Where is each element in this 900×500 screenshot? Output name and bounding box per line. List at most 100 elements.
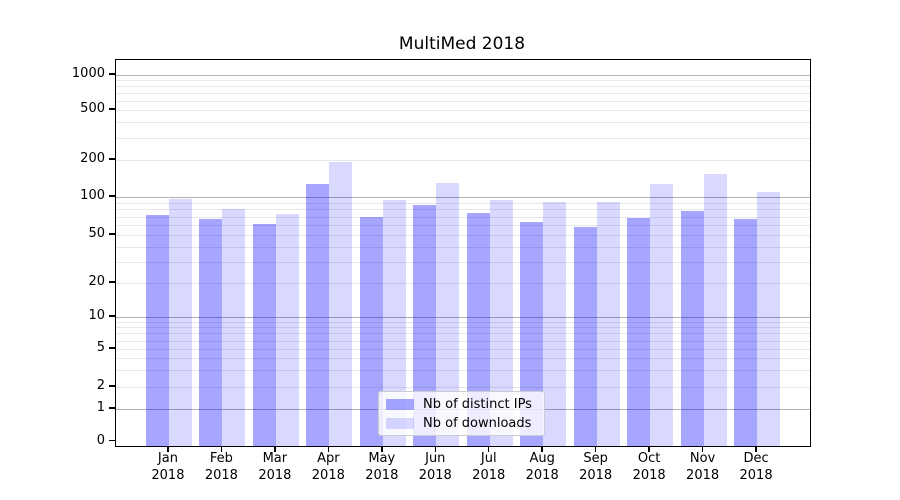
gridline-700 (116, 93, 810, 94)
gridline-400 (116, 122, 810, 124)
gridline-600 (116, 100, 810, 102)
xtick-mark-may (381, 447, 383, 452)
xtick-label-jan: Jan 2018 (151, 451, 185, 483)
bar-downloads-apr (329, 161, 353, 446)
legend: Nb of distinct IPs Nb of downloads (378, 391, 545, 436)
gridline-800 (116, 86, 810, 88)
xtick-mark-sep (594, 447, 597, 452)
legend-item-distinct-ips: Nb of distinct IPs (386, 395, 544, 413)
bar-downloads-aug (543, 202, 567, 446)
ytick-label-50: 50 (88, 226, 105, 241)
xtick-mark-aug (541, 447, 543, 452)
bar-downloads-jan (168, 198, 192, 446)
gridline-7 (116, 333, 810, 335)
ytick-mark-5 (109, 347, 115, 349)
gridline-9 (116, 321, 810, 323)
gridline-4 (116, 358, 810, 360)
bar-ips-jul (466, 212, 490, 446)
gridline-80 (116, 209, 810, 211)
xtick-label-nov: Nov 2018 (686, 451, 720, 483)
ytick-mark-1 (109, 407, 115, 409)
gridline-90 (116, 202, 810, 204)
plot-area (115, 59, 811, 447)
xtick-label-sep: Sep 2018 (579, 451, 613, 483)
bar-ips-jan (145, 215, 169, 446)
bar-ips-apr (306, 183, 330, 446)
gridline-200 (116, 160, 810, 161)
gridline-3 (116, 370, 810, 372)
gridline-2 (116, 387, 810, 388)
ytick-mark-200 (109, 158, 115, 160)
xtick-label-oct: Oct 2018 (632, 451, 666, 483)
xtick-label-feb: Feb 2018 (204, 451, 238, 483)
bar-ips-dec (734, 218, 758, 446)
bar-downloads-feb (222, 209, 246, 446)
ytick-mark-2 (109, 385, 115, 387)
ytick-label-20: 20 (88, 274, 105, 289)
bar-ips-may (359, 216, 383, 446)
xtick-mark-oct (648, 447, 650, 452)
gridline-8 (116, 327, 810, 329)
xtick-mark-dec (755, 447, 757, 452)
legend-item-downloads: Nb of downloads (386, 414, 544, 432)
ytick-mark-50 (109, 233, 115, 235)
gridline-900 (116, 80, 810, 82)
xtick-label-jun: Jun 2018 (418, 451, 452, 483)
ytick-mark-100 (109, 195, 115, 197)
bar-ips-jun (413, 205, 437, 446)
chart-title: MultiMed 2018 (398, 34, 526, 54)
ytick-mark-20 (109, 281, 115, 283)
gridline-30 (116, 261, 810, 263)
gridline-500 (116, 110, 810, 111)
legend-swatch-downloads (386, 417, 414, 429)
gridline-10 (116, 317, 810, 318)
ytick-mark-500 (109, 108, 115, 110)
bar-ips-aug (520, 222, 544, 446)
gridline-300 (116, 137, 810, 139)
gridline-60 (116, 225, 810, 226)
xtick-mark-nov (701, 447, 704, 452)
gridline-40 (116, 246, 810, 248)
ytick-label-1: 1 (96, 400, 105, 415)
legend-swatch-distinct-ips (386, 398, 414, 410)
xtick-label-aug: Aug 2018 (525, 451, 559, 483)
bar-ips-feb (199, 218, 223, 446)
xtick-mark-mar (274, 447, 276, 452)
bar-ips-sep (573, 226, 597, 446)
ytick-label-1000: 1000 (71, 66, 105, 81)
gridline-50 (116, 235, 810, 236)
bar-ips-mar (252, 224, 276, 446)
legend-label-distinct-ips: Nb of distinct IPs (423, 396, 532, 412)
ytick-mark-10 (109, 315, 115, 317)
ytick-label-5: 5 (96, 340, 105, 355)
ytick-label-500: 500 (80, 101, 105, 116)
bar-ips-nov (680, 210, 704, 446)
legend-label-downloads: Nb of downloads (423, 415, 532, 431)
ytick-label-100: 100 (80, 188, 105, 203)
gridline-100 (116, 197, 810, 198)
ytick-label-200: 200 (80, 151, 105, 166)
xtick-label-apr: Apr 2018 (311, 451, 345, 483)
ytick-mark-0 (109, 439, 115, 442)
bar-downloads-jun (436, 183, 460, 446)
xtick-label-mar: Mar 2018 (258, 451, 292, 483)
bar-ips-oct (627, 218, 651, 446)
xtick-label-jul: Jul 2018 (472, 451, 506, 483)
gridline-5 (116, 349, 810, 350)
xtick-mark-jun (434, 447, 437, 452)
bar-downloads-jul (489, 199, 513, 446)
ytick-label-2: 2 (96, 378, 105, 393)
gridline-1000 (116, 75, 810, 76)
gridline-70 (116, 216, 810, 218)
bar-downloads-sep (596, 201, 620, 446)
bar-downloads-dec (757, 191, 781, 446)
xtick-mark-jul (487, 447, 490, 452)
bar-downloads-may (382, 200, 406, 446)
ytick-mark-1000 (109, 73, 115, 75)
xtick-mark-jan (167, 447, 169, 452)
ytick-label-0: 0 (96, 432, 105, 448)
bar-downloads-oct (650, 183, 674, 446)
ytick-label-10: 10 (88, 308, 105, 323)
xtick-label-dec: Dec 2018 (739, 451, 773, 483)
